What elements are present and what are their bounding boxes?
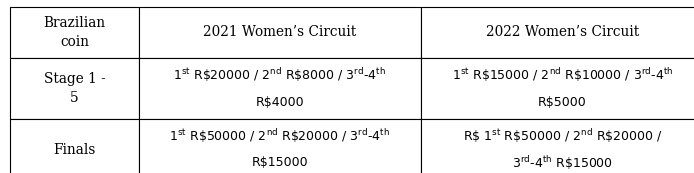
Bar: [10, 7, 139, 58]
Bar: [421, 7, 694, 58]
Text: R\$ 1$^{\mathregular{st}}$ R\$50000 / 2$^{\mathregular{nd}}$ R\$20000 /: R\$ 1$^{\mathregular{st}}$ R\$50000 / 2$…: [463, 127, 662, 145]
Text: Stage 1 -
5: Stage 1 - 5: [44, 72, 105, 105]
Text: Brazilian
coin: Brazilian coin: [44, 16, 105, 49]
Bar: [10, 58, 139, 119]
Text: 1$^{\mathregular{st}}$ R\$20000 / 2$^{\mathregular{nd}}$ R\$8000 / 3$^{\mathregu: 1$^{\mathregular{st}}$ R\$20000 / 2$^{\m…: [174, 66, 387, 84]
Text: 2022 Women’s Circuit: 2022 Women’s Circuit: [486, 25, 639, 39]
Bar: [10, 119, 139, 173]
Text: R\$15000: R\$15000: [252, 156, 308, 170]
Text: 3$^{\mathregular{rd}}$-4$^{\mathregular{th}}$ R\$15000: 3$^{\mathregular{rd}}$-4$^{\mathregular{…: [512, 154, 613, 172]
Bar: [139, 119, 421, 173]
Text: 1$^{\mathregular{st}}$ R\$50000 / 2$^{\mathregular{nd}}$ R\$20000 / 3$^{\mathreg: 1$^{\mathregular{st}}$ R\$50000 / 2$^{\m…: [169, 127, 391, 145]
Text: 1$^{\mathregular{st}}$ R\$15000 / 2$^{\mathregular{nd}}$ R\$10000 / 3$^{\mathreg: 1$^{\mathregular{st}}$ R\$15000 / 2$^{\m…: [452, 66, 673, 84]
Text: R\$4000: R\$4000: [255, 96, 305, 109]
Bar: [139, 7, 421, 58]
Text: Finals: Finals: [53, 143, 96, 157]
Bar: [421, 58, 694, 119]
Text: R\$5000: R\$5000: [538, 96, 587, 109]
Bar: [139, 58, 421, 119]
Bar: [421, 119, 694, 173]
Text: 2021 Women’s Circuit: 2021 Women’s Circuit: [203, 25, 357, 39]
